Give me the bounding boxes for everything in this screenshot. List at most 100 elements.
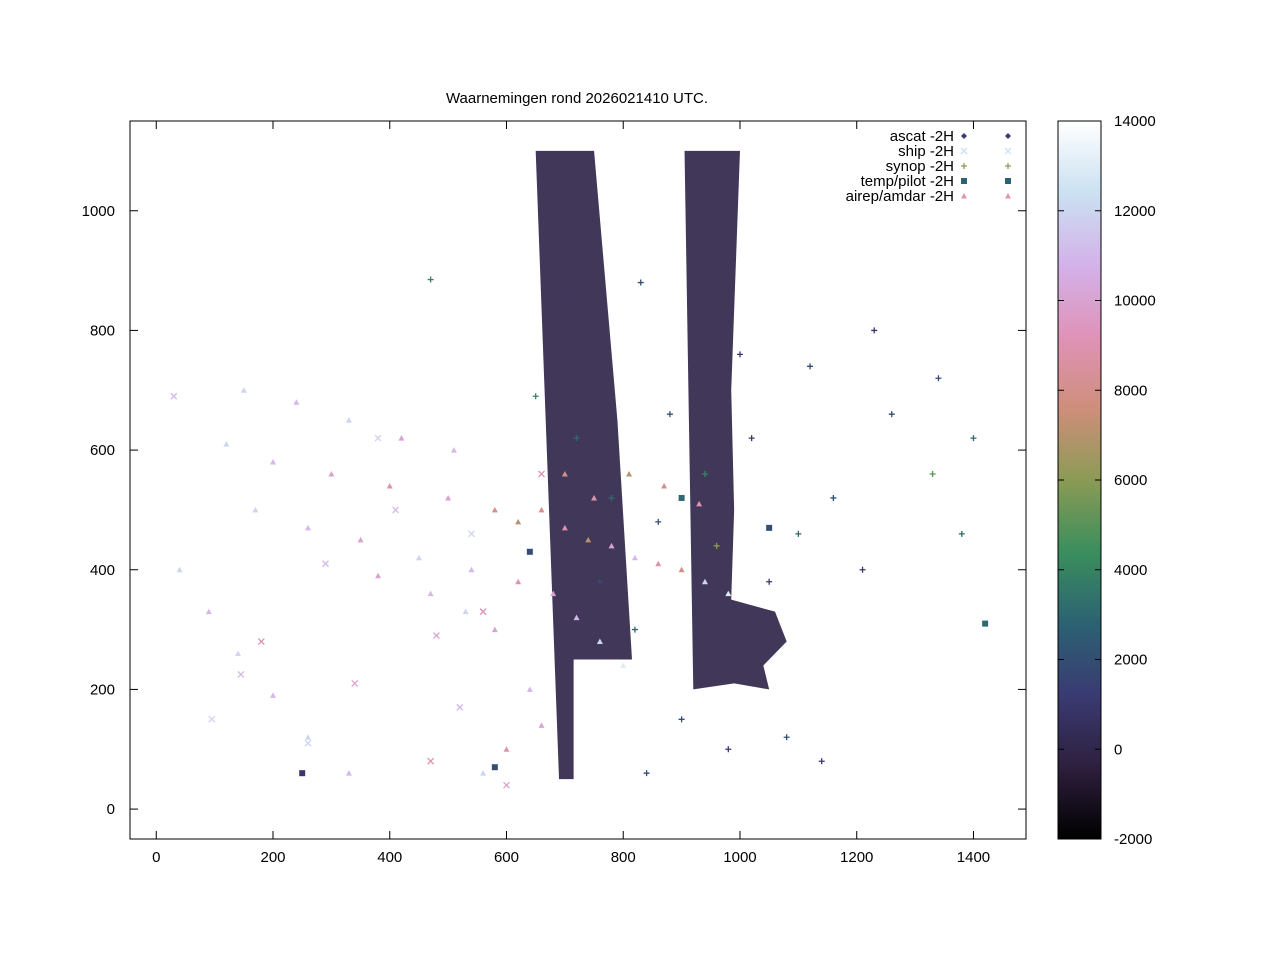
legend-label: ship -2H — [898, 143, 954, 160]
colorbar-tick-label: 12000 — [1114, 203, 1156, 220]
legend-label: synop -2H — [886, 158, 954, 175]
airep-amdar-point — [345, 417, 352, 423]
synop-point — [818, 758, 825, 765]
legend-marker — [960, 147, 968, 155]
airep-amdar-point — [386, 482, 393, 489]
ship-point — [538, 470, 545, 478]
airep-amdar-point — [526, 686, 533, 692]
airep-amdar-point — [270, 459, 277, 465]
synop-point — [958, 530, 965, 537]
airep-amdar-point — [480, 770, 487, 776]
synop-point — [783, 734, 790, 741]
ship-point — [257, 638, 265, 646]
x-tick-label: 1200 — [840, 849, 873, 866]
x-tick-label: 800 — [611, 849, 636, 866]
synop-point — [929, 471, 936, 478]
synop-point — [830, 494, 837, 501]
temp-pilot-point — [766, 524, 773, 531]
airep-amdar-point — [620, 662, 627, 668]
x-tick-label: 400 — [377, 849, 402, 866]
synop-point — [871, 327, 878, 334]
airep-amdar-point — [538, 722, 545, 728]
legend-marker — [1005, 193, 1011, 199]
ship-point — [432, 632, 440, 640]
synop-point — [666, 411, 673, 418]
legend-marker — [1005, 163, 1011, 169]
ship-point — [208, 715, 216, 723]
x-axis: 0 200 400 600 800 1000 1200 1400 — [152, 121, 990, 866]
airep-amdar-point — [725, 590, 732, 597]
synop-point — [859, 566, 866, 573]
synop-point — [561, 291, 568, 298]
temp-pilot-point — [982, 620, 989, 627]
synop-point — [935, 375, 942, 382]
ship-point — [237, 670, 245, 678]
legend-label: airep/amdar -2H — [846, 188, 954, 205]
airep-amdar-point — [223, 441, 230, 447]
airep-amdar-point — [357, 536, 364, 543]
synop-point — [701, 471, 708, 478]
colorbar-tick-label: 0 — [1114, 741, 1122, 758]
airep-amdar-point — [573, 614, 580, 621]
synop-point — [596, 578, 603, 585]
data-layer — [170, 150, 989, 789]
legend-label: temp/pilot -2H — [861, 173, 954, 190]
airep-amdar-point — [252, 506, 259, 513]
synop-point — [970, 435, 977, 442]
airep-amdar-point — [445, 494, 452, 501]
legend-marker — [961, 193, 967, 199]
ship-point — [427, 757, 435, 765]
airep-amdar-point — [608, 542, 615, 549]
colorbar-tick-label: 4000 — [1114, 562, 1147, 579]
airep-amdar-point — [450, 447, 457, 453]
airep-amdar-point — [240, 387, 247, 393]
synop-point — [427, 276, 434, 283]
airep-amdar-point — [462, 608, 469, 615]
y-axis: 0 200 400 600 800 1000 — [82, 203, 1026, 818]
synop-point — [532, 393, 539, 400]
temp-pilot-point — [491, 764, 498, 771]
x-tick-label: 600 — [494, 849, 519, 866]
synop-point — [748, 435, 755, 442]
plot-frame — [129, 120, 1027, 840]
airep-amdar-point — [561, 524, 568, 531]
airep-amdar-point — [234, 650, 241, 657]
ship-point — [456, 703, 464, 711]
airep-amdar-point — [205, 608, 212, 615]
ascat-swath — [684, 150, 787, 690]
airep-amdar-point — [468, 566, 475, 573]
airep-amdar-point — [375, 572, 382, 579]
chart-title: Waarnemingen rond 2026021410 UTC. — [446, 90, 708, 107]
airep-amdar-point — [293, 399, 300, 405]
legend-marker — [961, 178, 967, 184]
airep-amdar-point — [538, 506, 545, 513]
airep-amdar-point — [655, 560, 662, 567]
legend-marker — [961, 163, 967, 169]
colorbar-gradient — [1057, 120, 1102, 840]
synop-point — [608, 494, 615, 501]
synop-point — [631, 626, 638, 633]
airep-amdar-point — [661, 482, 668, 489]
airep-amdar-point — [585, 536, 592, 543]
ship-point — [322, 560, 330, 568]
airep-amdar-point — [415, 554, 422, 561]
airep-amdar-point — [398, 435, 405, 441]
airep-amdar-point — [591, 494, 598, 501]
legend-marker — [1004, 147, 1012, 155]
legend-marker — [961, 133, 967, 139]
synop-point — [655, 518, 662, 525]
airep-amdar-point — [270, 692, 277, 698]
airep-amdar-point — [176, 566, 183, 573]
airep-amdar-point — [596, 638, 603, 645]
synop-point — [766, 578, 773, 585]
synop-point — [736, 351, 743, 358]
airep-amdar-point — [626, 471, 633, 477]
colorbar-tick-label: -2000 — [1114, 831, 1152, 848]
airep-amdar-point — [631, 554, 638, 561]
airep-amdar-point — [561, 471, 568, 477]
airep-amdar-point — [503, 746, 510, 752]
airep-amdar-point — [550, 590, 557, 597]
ship-point — [304, 739, 312, 747]
y-tick-label: 800 — [90, 322, 115, 339]
colorbar-tick-label: 10000 — [1114, 293, 1156, 310]
